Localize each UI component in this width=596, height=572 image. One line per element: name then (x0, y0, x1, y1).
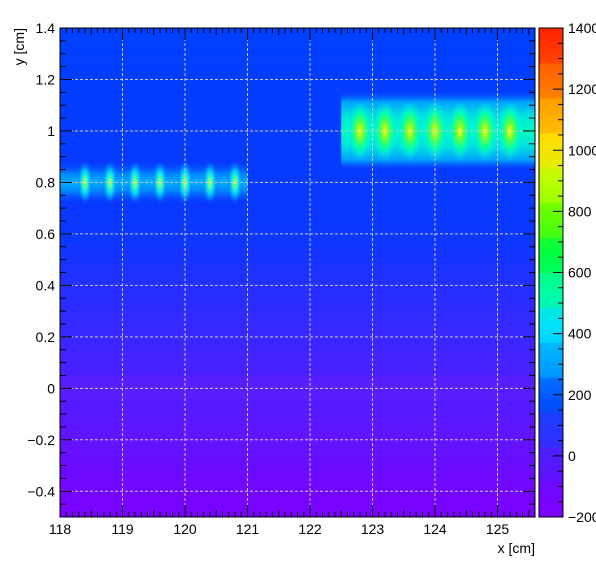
x-tick-label-7: 125 (486, 521, 510, 537)
x-axis: 118 119 120 121 122 123 124 125 (49, 28, 536, 537)
grid-lines (60, 28, 535, 517)
y-tick-label-8: 1.2 (36, 71, 56, 87)
color-bar: −200 0 200 400 600 800 1000 1200 1400 (538, 20, 596, 525)
colorbar-tick-label-5: 800 (568, 203, 592, 219)
y-tick-label-3: 0.2 (36, 329, 56, 345)
y-tick-label-6: 0.8 (36, 174, 56, 190)
x-tick-label-2: 120 (173, 521, 197, 537)
colorbar-tick-label-1: 0 (568, 448, 576, 464)
colorbar-tick-label-3: 400 (568, 326, 592, 342)
colorbar-tick-label-4: 600 (568, 265, 592, 281)
y-tick-label-5: 0.6 (36, 226, 56, 242)
x-axis-label: x [cm] (498, 540, 535, 556)
colorbar-tick-label-6: 1000 (568, 142, 596, 158)
y-tick-label-1: −0.2 (27, 432, 55, 448)
y-tick-label-7: 1 (47, 123, 55, 139)
x-tick-label-1: 119 (111, 521, 134, 537)
colorbar-tick-label-8: 1400 (568, 20, 596, 36)
x-tick-label-3: 121 (236, 521, 260, 537)
x-tick-label-4: 122 (298, 521, 322, 537)
colorbar-tick-label-7: 1200 (568, 81, 596, 97)
y-axis-label: y [cm] (11, 28, 27, 65)
x-tick-label-6: 124 (423, 521, 447, 537)
y-axis: −0.4 −0.2 0 0.2 0.4 0.6 0.8 1 1.2 1.4 (27, 20, 535, 518)
x-tick-label-0: 118 (49, 521, 72, 537)
plot-area (60, 28, 535, 517)
y-tick-label-0: −0.4 (27, 483, 55, 499)
x-tick-label-5: 123 (361, 521, 385, 537)
y-tick-label-2: 0 (47, 380, 55, 396)
y-tick-label-9: 1.4 (36, 20, 56, 36)
colorbar-tick-label-0: −200 (568, 509, 596, 525)
y-tick-label-4: 0.4 (36, 277, 56, 293)
colorbar-tick-label-2: 200 (568, 387, 592, 403)
